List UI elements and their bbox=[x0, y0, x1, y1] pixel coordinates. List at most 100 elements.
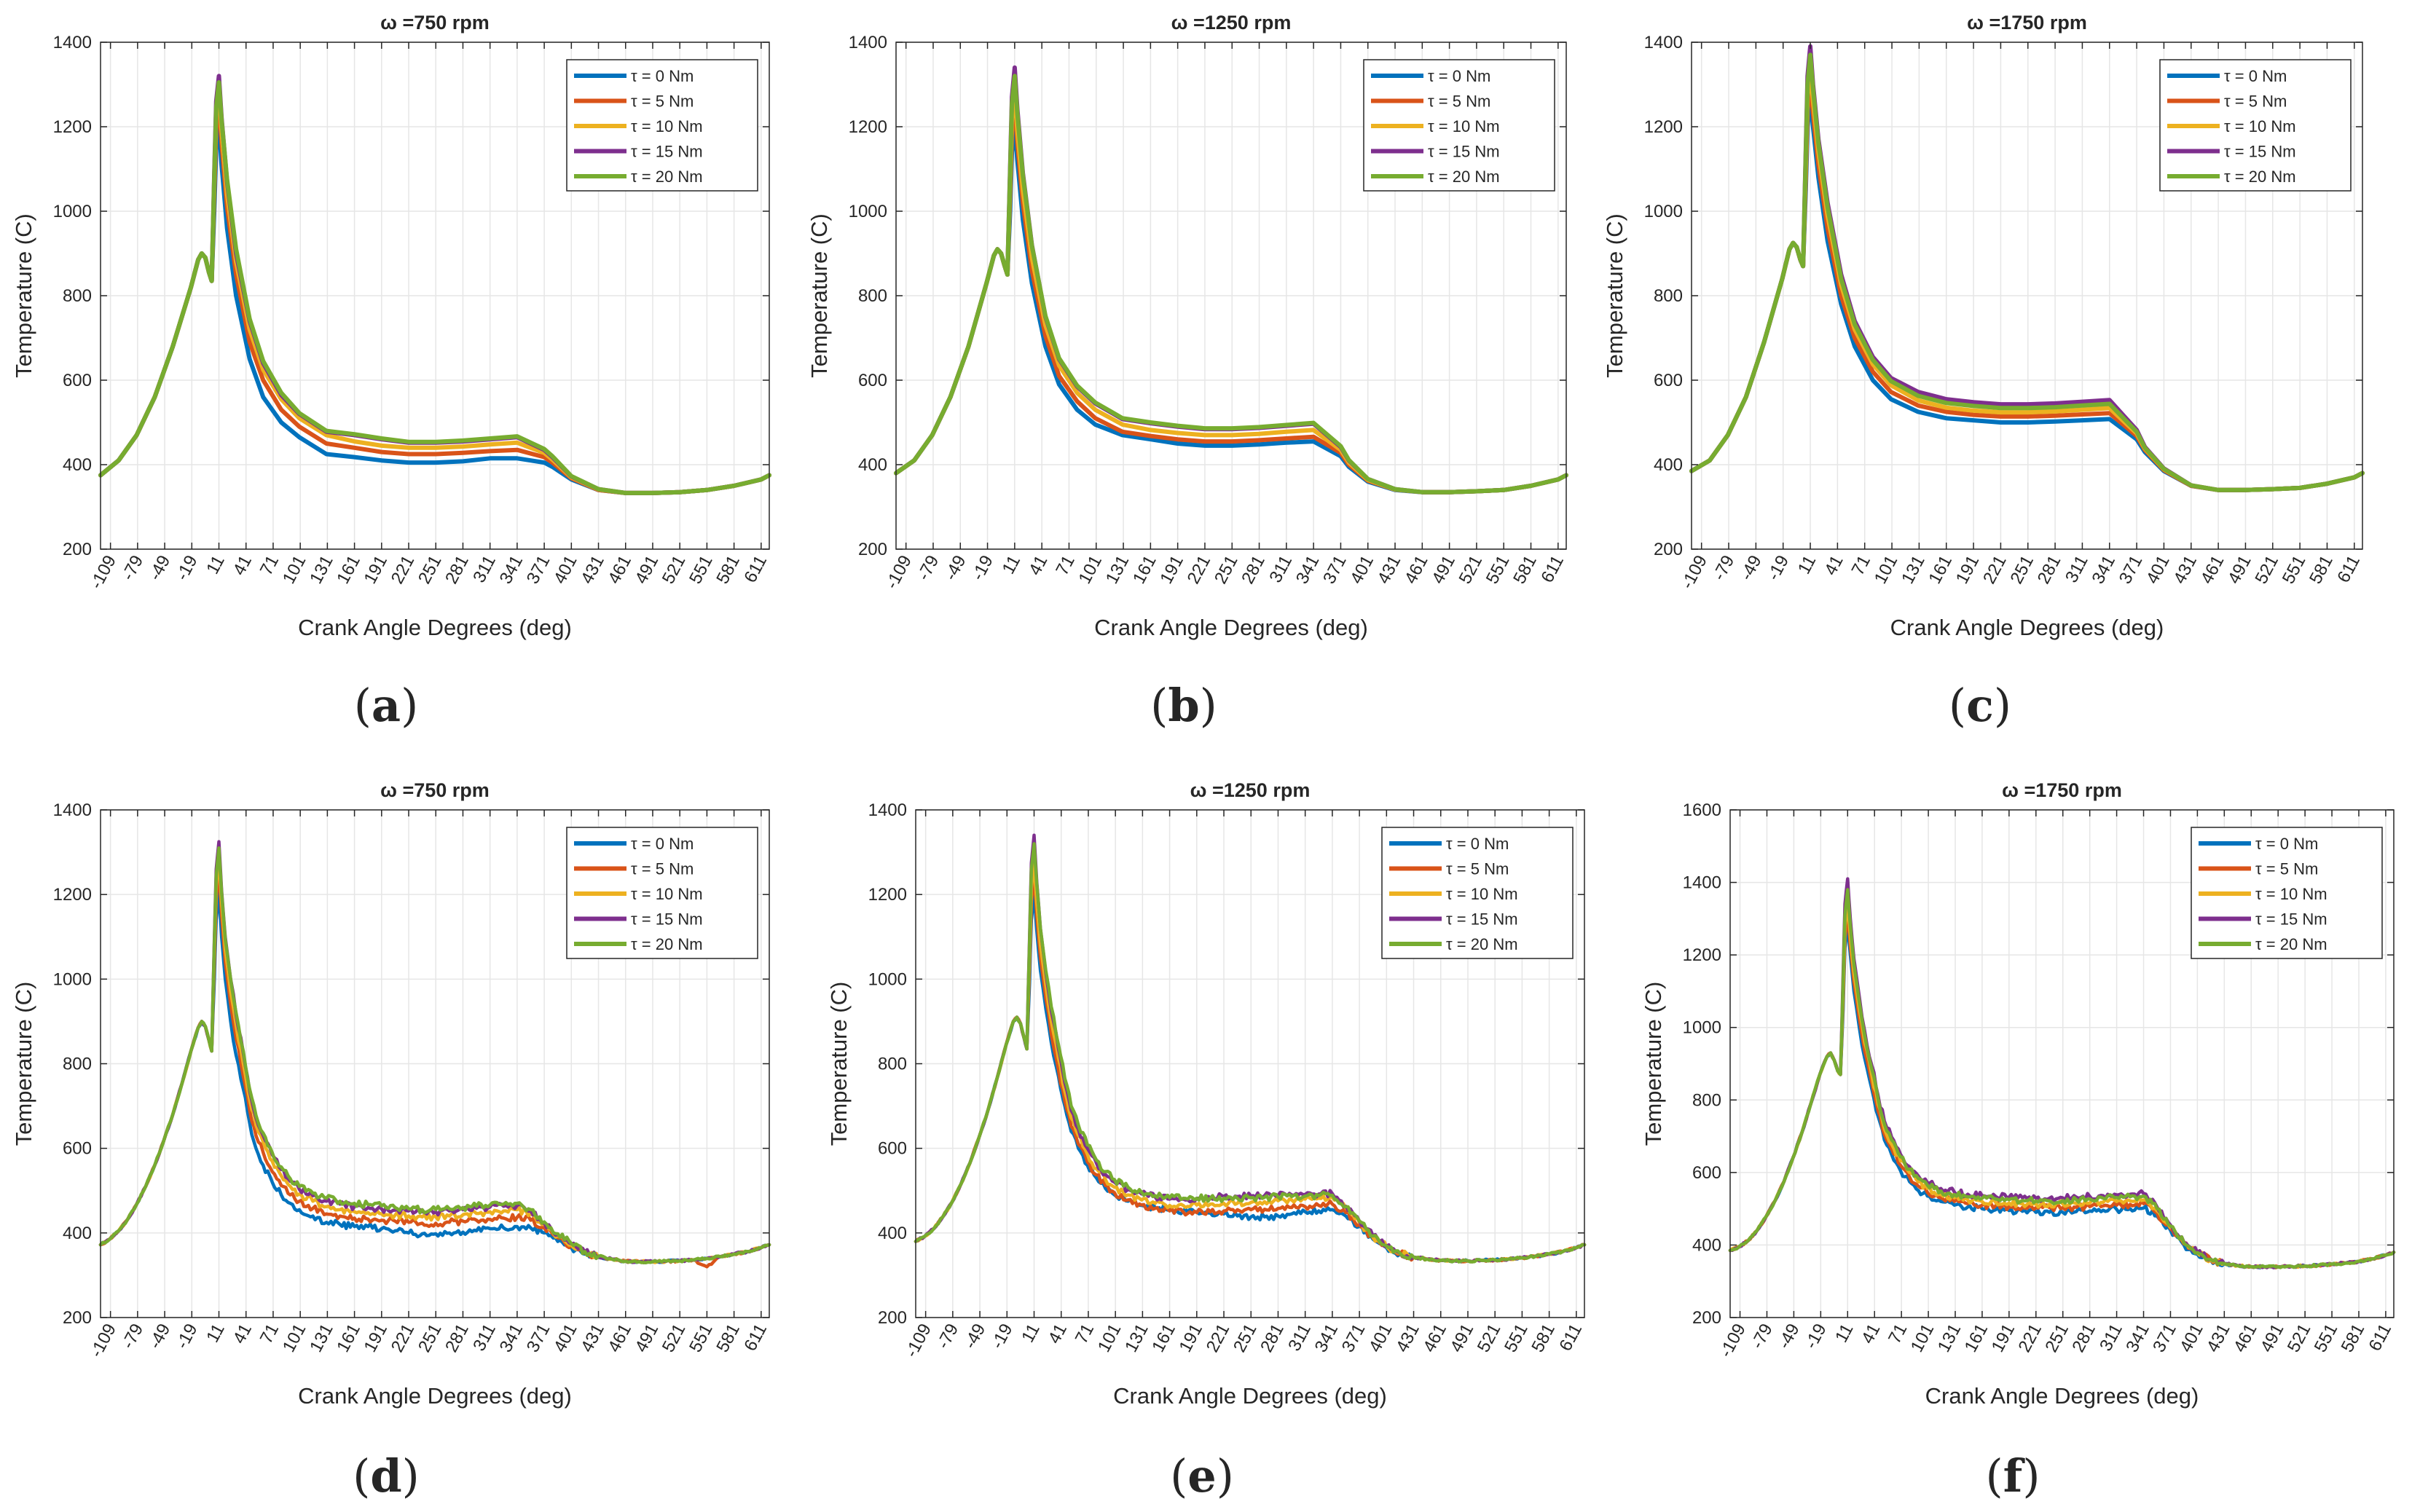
y-axis: 200 400 600 800 1000 1200 1400 bbox=[53, 33, 769, 559]
legend-label: τ = 5 Nm bbox=[1428, 92, 1490, 111]
y-tick-label: 1600 bbox=[1683, 800, 1721, 820]
y-tick-label: 1200 bbox=[53, 117, 92, 137]
x-axis-label: Crank Angle Degrees (deg) bbox=[298, 615, 572, 640]
legend-label: τ = 0 Nm bbox=[631, 67, 694, 85]
chart-title: ω =750 rpm bbox=[380, 779, 490, 801]
series-lines bbox=[98, 74, 771, 495]
y-tick-label: 400 bbox=[1692, 1235, 1721, 1255]
y-tick-label: 1200 bbox=[849, 117, 887, 137]
y-tick-label: 200 bbox=[878, 1308, 907, 1328]
y-tick-label: 1200 bbox=[1644, 117, 1683, 137]
y-tick-label: 800 bbox=[1692, 1090, 1721, 1110]
y-tick-label: 1400 bbox=[53, 800, 92, 820]
y-axis: 200 400 600 800 1000 1200 1400 bbox=[1644, 33, 2362, 559]
y-axis: 200 400 600 800 1000 1200 1400 bbox=[849, 33, 1566, 559]
legend-label: τ = 20 Nm bbox=[631, 935, 703, 953]
legend-label: τ = 20 Nm bbox=[2255, 935, 2327, 953]
legend-label: τ = 5 Nm bbox=[1446, 860, 1509, 878]
chart-title: ω =1250 rpm bbox=[1190, 779, 1311, 801]
x-axis-label: Crank Angle Degrees (deg) bbox=[1094, 615, 1368, 640]
y-tick-label: 400 bbox=[1654, 455, 1683, 475]
legend-label: τ = 0 Nm bbox=[1428, 67, 1490, 85]
y-tick-label: 400 bbox=[63, 455, 92, 475]
y-tick-label: 600 bbox=[1654, 371, 1683, 390]
grid bbox=[916, 809, 1584, 1318]
y-tick-label: 1000 bbox=[1644, 202, 1683, 221]
y-tick-label: 400 bbox=[858, 455, 887, 475]
grid bbox=[101, 809, 769, 1318]
panel-caption: (f) bbox=[1985, 1449, 2040, 1503]
legend: τ = 0 Nm τ = 5 Nm τ = 10 Nm τ = 15 Nm τ = 20… bbox=[566, 59, 758, 192]
y-tick-label: 800 bbox=[63, 286, 92, 306]
chart-panel-e: -109-79-49-19 11 41 71101131161191221251281… bbox=[826, 779, 1587, 1503]
legend-label: τ = 10 Nm bbox=[1446, 885, 1518, 903]
legend-label: τ = 15 Nm bbox=[631, 143, 703, 161]
legend-label: τ = 5 Nm bbox=[631, 860, 694, 878]
y-axis-label: Temperature (C) bbox=[1641, 982, 1666, 1146]
series-line bbox=[1728, 888, 2396, 1269]
legend: τ = 0 Nm τ = 5 Nm τ = 10 Nm τ = 15 Nm τ = 20… bbox=[566, 827, 758, 959]
legend-label: τ = 0 Nm bbox=[631, 835, 694, 853]
legend-label: τ = 10 Nm bbox=[631, 885, 703, 903]
y-axis-label: Temperature (C) bbox=[806, 213, 832, 378]
legend-label: τ = 0 Nm bbox=[2224, 67, 2287, 85]
y-tick-label: 200 bbox=[1692, 1308, 1721, 1328]
chart-panel-c: -109-79-49-19 11 41 71101131161191221251281… bbox=[1602, 12, 2365, 732]
chart-title: ω =1750 rpm bbox=[1967, 12, 2087, 34]
chart-panel-a: -109-79-49-19 11 41 71101131161191221251281… bbox=[11, 12, 771, 732]
panel-caption: (e) bbox=[1170, 1449, 1234, 1503]
y-tick-label: 200 bbox=[63, 540, 92, 559]
legend-label: τ = 15 Nm bbox=[2224, 143, 2296, 161]
panel-caption: (b) bbox=[1150, 679, 1217, 732]
panel-caption: (c) bbox=[1949, 679, 2011, 732]
y-tick-label: 800 bbox=[63, 1055, 92, 1074]
y-tick-label: 200 bbox=[63, 1308, 92, 1328]
legend-label: τ = 10 Nm bbox=[631, 117, 703, 135]
y-tick-label: 1400 bbox=[849, 33, 887, 52]
series-line bbox=[914, 842, 1587, 1264]
panel-caption: (d) bbox=[353, 1449, 420, 1503]
y-axis-label: Temperature (C) bbox=[826, 982, 852, 1146]
x-axis-label: Crank Angle Degrees (deg) bbox=[298, 1383, 572, 1409]
y-tick-label: 200 bbox=[1654, 540, 1683, 559]
series-line bbox=[894, 74, 1568, 495]
chart-panel-f: -109-79-49-19 11 41 71101131161191221251281… bbox=[1641, 779, 2396, 1503]
series-line bbox=[98, 80, 771, 495]
legend-label: τ = 5 Nm bbox=[2224, 92, 2287, 111]
y-axis: 200 400 600 800 1000 1200 1400 bbox=[868, 800, 1584, 1328]
y-axis: 200 400 600 800 1000 1200 1400 bbox=[53, 800, 769, 1328]
series-lines bbox=[98, 840, 771, 1269]
legend-label: τ = 0 Nm bbox=[2255, 835, 2318, 853]
legend-label: τ = 10 Nm bbox=[1428, 117, 1500, 135]
legend-label: τ = 20 Nm bbox=[1428, 168, 1500, 186]
chart-title: ω =750 rpm bbox=[380, 12, 490, 34]
panel-caption: (a) bbox=[354, 679, 419, 732]
y-tick-label: 1200 bbox=[1683, 945, 1721, 965]
chart-title: ω =1750 rpm bbox=[2002, 779, 2122, 801]
y-tick-label: 600 bbox=[63, 1139, 92, 1159]
y-tick-label: 1400 bbox=[1644, 33, 1683, 52]
y-tick-label: 1200 bbox=[868, 885, 907, 905]
series-line bbox=[98, 846, 771, 1264]
series-lines bbox=[894, 65, 1568, 495]
legend-label: τ = 0 Nm bbox=[1446, 835, 1509, 853]
y-tick-label: 1200 bbox=[53, 885, 92, 905]
legend-label: τ = 20 Nm bbox=[2224, 168, 2296, 186]
legend-label: τ = 20 Nm bbox=[1446, 935, 1518, 953]
y-tick-label: 800 bbox=[878, 1055, 907, 1074]
legend: τ = 0 Nm τ = 5 Nm τ = 10 Nm τ = 15 Nm τ = 20… bbox=[1363, 59, 1555, 192]
legend-label: τ = 15 Nm bbox=[1428, 143, 1500, 161]
y-tick-label: 1000 bbox=[868, 969, 907, 989]
series-lines bbox=[1689, 44, 2365, 492]
y-tick-label: 600 bbox=[63, 371, 92, 390]
legend: τ = 0 Nm τ = 5 Nm τ = 10 Nm τ = 15 Nm τ = 20… bbox=[2191, 827, 2383, 959]
chart-panel-d: -109-79-49-19 11 41 71101131161191221251281… bbox=[11, 779, 771, 1503]
legend-label: τ = 15 Nm bbox=[2255, 910, 2327, 929]
y-tick-label: 1000 bbox=[53, 202, 92, 221]
y-tick-label: 1000 bbox=[849, 202, 887, 221]
y-tick-label: 600 bbox=[1692, 1163, 1721, 1183]
y-tick-label: 600 bbox=[878, 1139, 907, 1159]
y-axis: 200 400 600 800 1000 1200 1400 1600 bbox=[1683, 800, 2394, 1328]
chart-panel-b: -109-79-49-19 11 41 71101131161191221251281… bbox=[806, 12, 1568, 732]
